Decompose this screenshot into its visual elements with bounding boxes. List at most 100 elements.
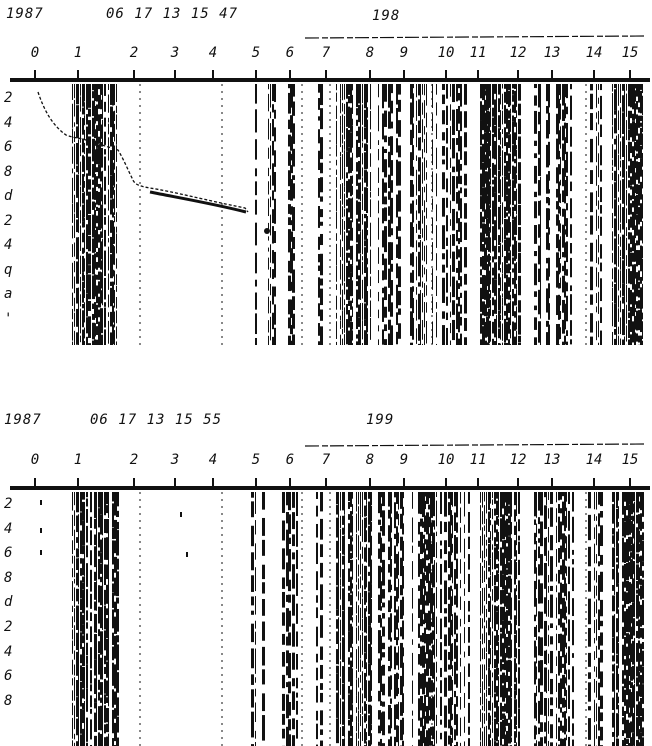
header-rule <box>304 443 646 447</box>
column-label: 3 <box>170 452 180 468</box>
column-label: 13 <box>543 45 561 61</box>
column-label: 12 <box>509 45 527 61</box>
axis-tick <box>593 70 595 80</box>
axis-tick <box>517 70 519 80</box>
header-number: 199 <box>366 412 395 428</box>
row-label: 8 <box>4 569 13 586</box>
row-label: ' <box>4 310 13 327</box>
recording-trace <box>10 35 650 345</box>
column-label: 0 <box>30 45 40 61</box>
axis-tick <box>289 70 291 80</box>
pen-trace <box>40 500 188 557</box>
column-label: 0 <box>30 452 40 468</box>
header-rule <box>304 35 646 39</box>
column-label: 7 <box>321 452 331 468</box>
column-label: 5 <box>251 45 261 61</box>
axis-tick <box>212 478 214 488</box>
column-label: 6 <box>285 45 295 61</box>
axis-tick <box>77 478 79 488</box>
axis-tick <box>517 478 519 488</box>
axis-tick <box>289 478 291 488</box>
axis-tick <box>403 70 405 80</box>
axis-tick <box>174 478 176 488</box>
header-codes: 06 17 13 15 55 <box>90 412 223 428</box>
column-label: 2 <box>129 452 139 468</box>
column-label: 9 <box>399 45 409 61</box>
axis-tick <box>255 478 257 488</box>
column-label: 5 <box>251 452 261 468</box>
column-label: 10 <box>437 45 455 61</box>
time-axis <box>10 78 650 82</box>
axis-tick <box>325 70 327 80</box>
row-label: 2 <box>4 619 13 635</box>
row-label: 2 <box>4 212 13 229</box>
axis-tick <box>551 478 553 488</box>
row-label: 2 <box>4 90 13 106</box>
axis-tick <box>77 70 79 80</box>
axis-tick <box>174 70 176 80</box>
column-label: 11 <box>469 45 487 61</box>
axis-tick <box>445 70 447 80</box>
axis-tick <box>477 478 479 488</box>
row-label: d <box>4 594 13 611</box>
column-label: 4 <box>208 452 218 468</box>
row-label: 6 <box>4 139 13 155</box>
axis-tick <box>551 70 553 80</box>
row-label: a <box>4 286 13 302</box>
chart-strip-bottom: 1987 06 17 13 15 55 199 0 1 2 3 4 5 6 7 8 9 10 11 12… <box>0 400 652 746</box>
column-label: 13 <box>543 452 561 468</box>
column-label: 4 <box>208 45 218 61</box>
axis-tick <box>369 478 371 488</box>
column-label: 12 <box>509 452 527 468</box>
column-label: 9 <box>399 452 409 468</box>
time-axis <box>10 486 650 490</box>
axis-tick <box>477 70 479 80</box>
column-label: 10 <box>437 452 455 468</box>
axis-tick <box>133 70 135 80</box>
column-label: 3 <box>170 45 180 61</box>
row-label: 8 <box>4 163 13 180</box>
row-label: q <box>4 261 13 278</box>
axis-tick <box>445 478 447 488</box>
chart-strip-top: 1987 06 17 13 15 47 198 0 1 2 3 4 5 6 7 8 9 10 11 12… <box>0 0 652 360</box>
row-label: d <box>4 188 13 204</box>
row-label: 6 <box>4 545 13 562</box>
axis-tick <box>212 70 214 80</box>
row-label: 4 <box>4 643 13 660</box>
axis-tick <box>629 478 631 488</box>
row-label: 4 <box>4 114 13 131</box>
column-label: 15 <box>621 452 639 468</box>
pen-trace <box>37 91 270 234</box>
column-label: 8 <box>365 452 375 468</box>
axis-tick <box>255 70 257 80</box>
axis-tick <box>34 70 36 80</box>
header-number: 198 <box>372 8 401 24</box>
axis-tick <box>629 70 631 80</box>
row-label: 6 <box>4 668 13 685</box>
column-label: 1 <box>73 45 83 61</box>
column-label: 15 <box>621 45 639 61</box>
axis-tick <box>133 478 135 488</box>
recording-trace <box>10 443 650 746</box>
column-label: 8 <box>365 45 375 61</box>
column-label: 11 <box>469 452 487 468</box>
header-year: 1987 <box>4 412 42 428</box>
column-label: 1 <box>73 452 83 468</box>
row-label: 8 <box>4 692 13 709</box>
signal-bars <box>72 492 644 746</box>
row-label: 4 <box>4 237 13 253</box>
axis-tick <box>325 478 327 488</box>
axis-tick <box>593 478 595 488</box>
axis-tick <box>369 70 371 80</box>
axis-tick <box>34 478 36 488</box>
header-year: 1987 <box>6 6 44 22</box>
column-label: 14 <box>585 45 603 61</box>
column-label: 7 <box>321 45 331 61</box>
row-label: 2 <box>4 496 13 512</box>
signal-bars <box>72 84 643 345</box>
axis-tick <box>403 478 405 488</box>
column-label: 6 <box>285 452 295 468</box>
header-codes: 06 17 13 15 47 <box>106 6 239 22</box>
column-label: 2 <box>129 45 139 61</box>
column-label: 14 <box>585 452 603 468</box>
